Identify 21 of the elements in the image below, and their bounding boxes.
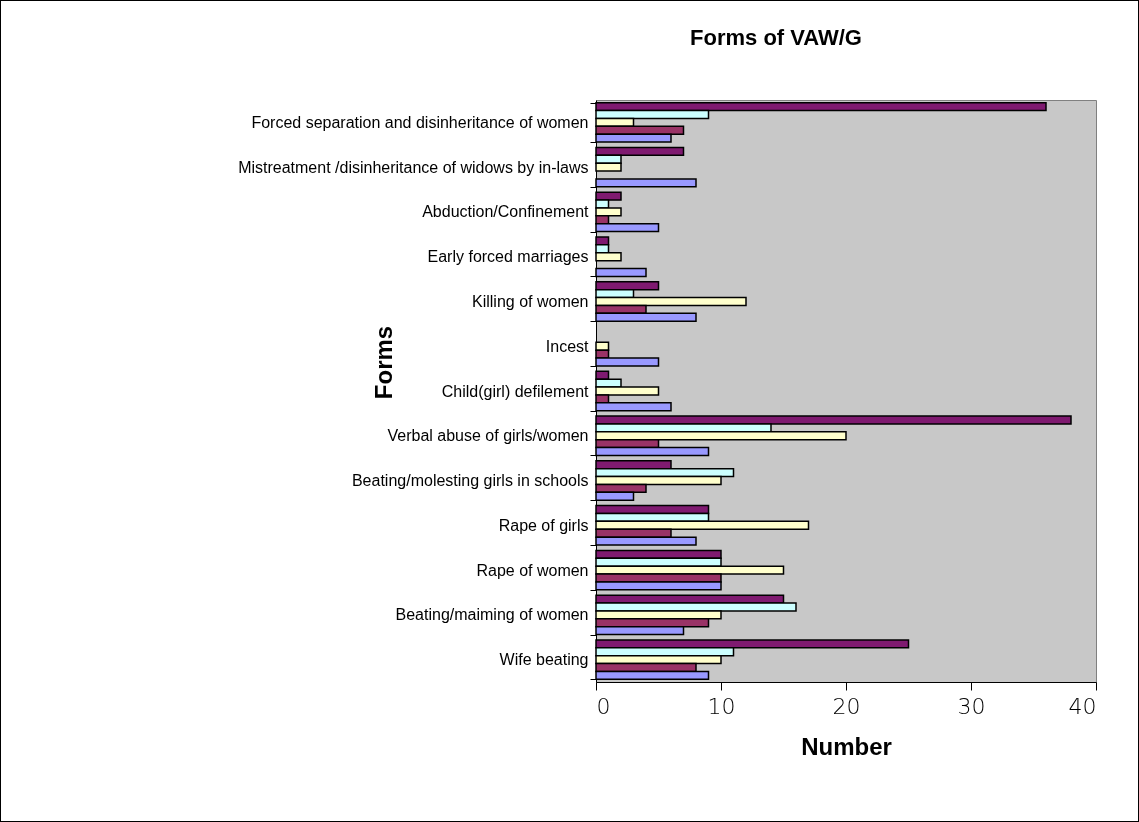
x-tick-label: 20 (832, 693, 861, 719)
chart-title: Forms of VAW/G (690, 25, 862, 50)
x-axis-title: Number (801, 732, 892, 760)
y-tick-label: Beating/molesting girls in schools (351, 472, 589, 490)
y-tick-label: Rape of women (476, 561, 589, 579)
y-tick-label: Abduction/Confinement (422, 203, 590, 221)
y-tick-label: Verbal abuse of girls/women (387, 427, 589, 445)
y-tick-label: Mistreatment /disinheritance of widows by in-laws (238, 158, 589, 176)
y-tick-label: Rape of girls (498, 516, 589, 534)
x-tick-label: 0 (596, 693, 611, 719)
y-tick-label: Forced separation and disinheritance of women (251, 113, 589, 131)
y-tick-label: Incest (545, 337, 590, 355)
x-tick-label: 40 (1068, 693, 1097, 719)
y-tick-label: Child(girl) defilement (441, 382, 590, 400)
y-tick-label: Beating/maiming of women (395, 606, 589, 624)
y-tick-label: Killing of women (472, 292, 589, 310)
y-axis-title: Forms (369, 325, 397, 400)
y-tick-label: Early forced marriages (427, 248, 589, 266)
x-tick-label: 10 (707, 693, 736, 719)
y-tick-label: Wife beating (499, 651, 589, 669)
x-tick-label: 30 (957, 693, 986, 719)
